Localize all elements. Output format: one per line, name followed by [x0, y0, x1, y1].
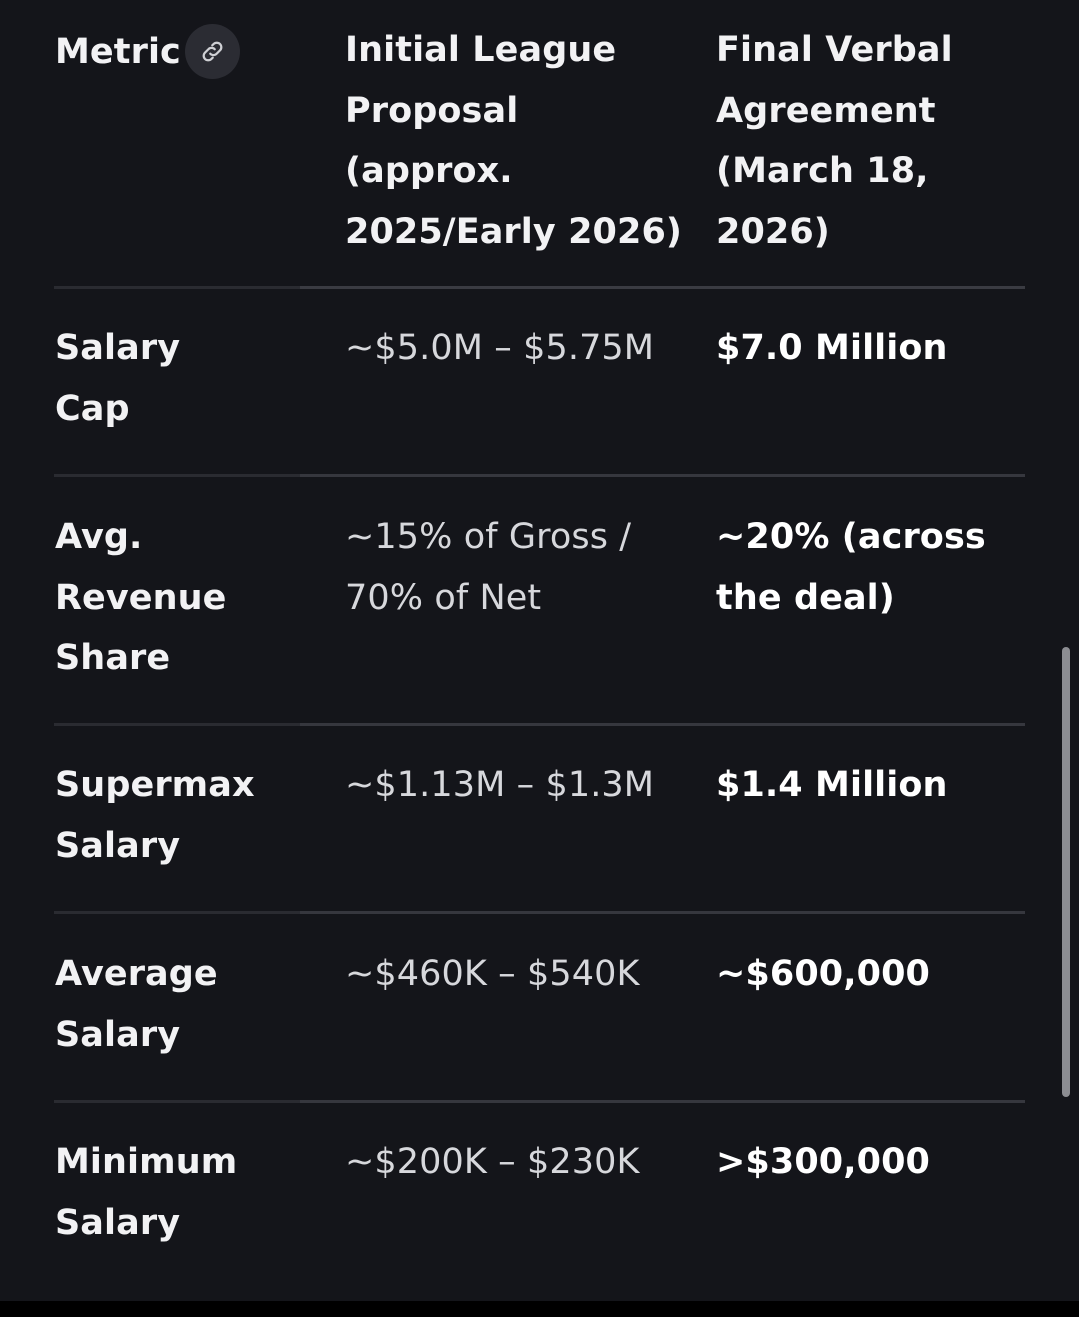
row-divider [54, 911, 1025, 914]
header-final-line: Agreement [716, 90, 936, 131]
bottom-edge-bar [0, 1301, 1079, 1317]
header-final-agreement: Final Verbal Agreement (March 18, 2026) [716, 20, 1046, 262]
initial-line: ~$200K – $230K [345, 1142, 640, 1182]
header-metric: Metric [55, 32, 181, 72]
final-line: ~$600,000 [716, 954, 930, 994]
initial-line: ~$1.13M – $1.3M [345, 765, 655, 805]
metric-line: Salary [55, 328, 181, 368]
header-initial-line: Proposal [345, 90, 519, 131]
row-divider [54, 723, 1025, 726]
header-final-line: 2026) [716, 211, 830, 252]
metric-line: Revenue [55, 577, 227, 618]
row-final-salary-cap: $7.0 Million [716, 318, 1046, 379]
final-line: >$300,000 [716, 1142, 930, 1182]
row-final-revenue-share: ~20% (across the deal) [716, 507, 1046, 628]
initial-line: 70% of Net [345, 577, 542, 618]
metric-line: Cap [55, 388, 130, 429]
row-final-minimum-salary: >$300,000 [716, 1132, 1046, 1193]
header-initial-proposal: Initial League Proposal (approx. 2025/Ea… [345, 20, 700, 262]
header-initial-line: 2025/Early 2026) [345, 211, 682, 252]
header-initial-line: (approx. [345, 151, 513, 191]
row-initial-average-salary: ~$460K – $540K [345, 944, 700, 1005]
initial-line: ~$460K – $540K [345, 954, 640, 994]
final-line: $7.0 Million [716, 328, 948, 368]
row-metric-salary-cap: Salary Cap [55, 318, 290, 439]
row-initial-revenue-share: ~15% of Gross / 70% of Net [345, 507, 700, 628]
row-metric-supermax: Supermax Salary [55, 755, 290, 876]
row-metric-revenue-share: Avg. Revenue Share [55, 507, 290, 689]
final-line: $1.4 Million [716, 765, 948, 805]
metric-line: Minimum [55, 1142, 238, 1182]
row-metric-minimum-salary: Minimum Salary [55, 1132, 290, 1253]
copy-link-button[interactable] [185, 24, 240, 79]
row-initial-minimum-salary: ~$200K – $230K [345, 1132, 700, 1193]
link-icon [202, 41, 223, 62]
metric-line: Salary [55, 1202, 181, 1243]
header-divider [54, 286, 1025, 289]
metric-line: Supermax [55, 765, 255, 805]
row-final-supermax: $1.4 Million [716, 755, 1046, 816]
row-initial-salary-cap: ~$5.0M – $5.75M [345, 318, 700, 379]
initial-line: ~15% of Gross / [345, 517, 632, 557]
metric-line: Avg. [55, 517, 143, 557]
metric-line: Average [55, 954, 218, 994]
final-line: the deal) [716, 577, 895, 618]
header-final-line: Final Verbal [716, 30, 953, 70]
vertical-scrollbar[interactable] [1062, 647, 1070, 1097]
header-final-line: (March 18, [716, 151, 929, 191]
metric-line: Share [55, 638, 171, 678]
metric-line: Salary [55, 825, 181, 866]
row-metric-average-salary: Average Salary [55, 944, 290, 1065]
initial-line: ~$5.0M – $5.75M [345, 328, 655, 368]
row-divider [54, 474, 1025, 477]
header-initial-line: Initial League [345, 30, 617, 70]
metric-line: Salary [55, 1014, 181, 1055]
row-divider [54, 1100, 1025, 1103]
row-initial-supermax: ~$1.13M – $1.3M [345, 755, 700, 816]
row-final-average-salary: ~$600,000 [716, 944, 1046, 1005]
final-line: ~20% (across [716, 517, 986, 557]
